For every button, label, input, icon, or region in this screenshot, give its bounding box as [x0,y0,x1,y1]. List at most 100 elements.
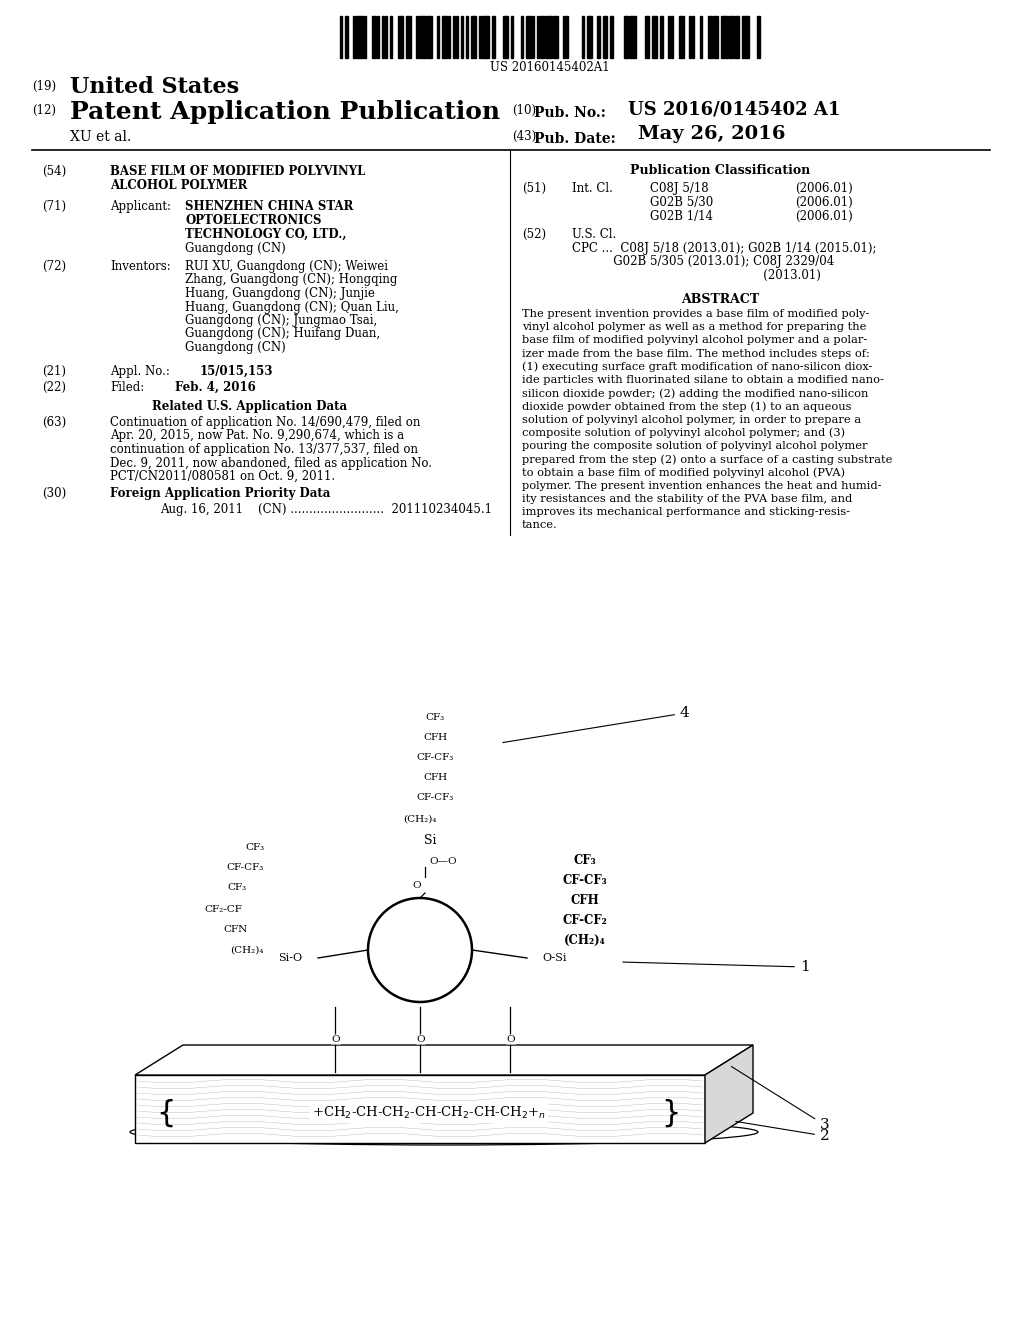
Text: TECHNOLOGY CO, LTD.,: TECHNOLOGY CO, LTD., [185,228,346,242]
Bar [340,16,342,58]
Bar [597,16,600,58]
Bar [416,16,419,58]
Text: OPTOELECTRONICS: OPTOELECTRONICS [185,214,322,227]
Text: (CH₂)₄: (CH₂)₄ [564,933,606,946]
Text: May 26, 2016: May 26, 2016 [638,125,785,143]
Text: CFH: CFH [423,733,447,742]
Text: CF-CF₃: CF-CF₃ [417,792,454,801]
Bar [427,16,429,58]
Text: Dec. 9, 2011, now abandoned, filed as application No.: Dec. 9, 2011, now abandoned, filed as ap… [110,457,432,470]
Text: (2013.01): (2013.01) [572,269,821,282]
Bar [647,16,649,58]
Bar [345,16,347,58]
Bar [453,16,456,58]
Bar [474,16,476,58]
Text: PCT/CN2011/080581 on Oct. 9, 2011.: PCT/CN2011/080581 on Oct. 9, 2011. [110,470,335,483]
Bar [655,16,657,58]
Bar [563,16,565,58]
Text: BASE FILM OF MODIFIED POLYVINYL: BASE FILM OF MODIFIED POLYVINYL [110,165,366,178]
Text: G02B 5/305 (2013.01); C08J 2329/04: G02B 5/305 (2013.01); C08J 2329/04 [572,256,835,268]
Text: (71): (71) [42,201,67,213]
Text: polymer. The present invention enhances the heat and humid-: polymer. The present invention enhances … [522,480,882,491]
Bar [540,16,542,58]
Text: O: O [417,1035,425,1044]
Text: (63): (63) [42,416,67,429]
Bar [629,16,631,58]
Bar [721,16,723,58]
Text: US 2016/0145402 A1: US 2016/0145402 A1 [628,100,841,117]
Bar [731,16,733,58]
Text: (30): (30) [42,487,67,500]
Text: Int. Cl.: Int. Cl. [572,182,613,195]
Bar [461,16,463,58]
Polygon shape [135,1074,705,1143]
Text: $\}$: $\}$ [662,1097,679,1129]
Bar [471,16,473,58]
Bar [437,16,439,58]
Text: Filed:: Filed: [110,381,144,393]
Bar [372,16,374,58]
Text: solution of polyvinyl alcohol polymer, in order to prepare a: solution of polyvinyl alcohol polymer, i… [522,414,861,425]
Text: United States: United States [70,77,240,98]
Text: to obtain a base film of modified polyvinyl alcohol (PVA): to obtain a base film of modified polyvi… [522,467,845,478]
Bar [728,16,731,58]
Bar [397,16,400,58]
Text: CF-CF₂: CF-CF₂ [562,913,607,927]
Text: Guangdong (CN): Guangdong (CN) [185,242,286,255]
Text: (21): (21) [42,366,66,378]
Bar [421,16,424,58]
Text: O: O [413,880,421,890]
Text: Pub. Date:: Pub. Date: [534,132,615,147]
Bar [521,16,523,58]
Bar [634,16,636,58]
Bar [542,16,545,58]
Bar [377,16,379,58]
Bar [442,16,444,58]
Text: (51): (51) [522,182,546,195]
Text: CF₃: CF₃ [227,883,247,891]
Bar [689,16,691,58]
Bar [590,16,592,58]
Bar [746,16,750,58]
Text: O—O: O—O [429,857,457,866]
Bar [758,16,760,58]
Text: izer made from the base film. The method includes steps of:: izer made from the base film. The method… [522,348,869,359]
Text: 3: 3 [731,1067,829,1133]
Text: ity resistances and the stability of the PVA base film, and: ity resistances and the stability of the… [522,494,852,504]
Bar [671,16,673,58]
Bar [726,16,728,58]
Bar [445,16,447,58]
Text: 4: 4 [503,706,690,743]
Text: Foreign Application Priority Data: Foreign Application Priority Data [110,487,331,500]
Text: (54): (54) [42,165,67,178]
Text: prepared from the step (2) onto a surface of a casting substrate: prepared from the step (2) onto a surfac… [522,454,892,465]
Bar [708,16,710,58]
Bar [355,16,358,58]
Bar [550,16,552,58]
Text: RUI XU, Guangdong (CN); Weiwei: RUI XU, Guangdong (CN); Weiwei [185,260,388,273]
Bar [358,16,360,58]
Text: CFN: CFN [223,925,247,935]
Text: CFH: CFH [570,894,599,907]
Text: (43): (43) [512,129,537,143]
Text: composite solution of polyvinyl alcohol polymer; and (3): composite solution of polyvinyl alcohol … [522,428,845,438]
Text: tance.: tance. [522,520,558,531]
Text: $\{$: $\{$ [157,1097,174,1129]
Bar [668,16,671,58]
Text: vinyl alcohol polymer as well as a method for preparing the: vinyl alcohol polymer as well as a metho… [522,322,866,333]
Text: CF-CF₃: CF-CF₃ [562,874,607,887]
Bar [484,16,486,58]
Text: G02B 1/14: G02B 1/14 [650,210,713,223]
Bar [565,16,568,58]
Bar [716,16,718,58]
Bar [723,16,726,58]
Text: Continuation of application No. 14/690,479, filed on: Continuation of application No. 14/690,4… [110,416,421,429]
Text: base film of modified polyvinyl alcohol polymer and a polar-: base film of modified polyvinyl alcohol … [522,335,867,346]
Text: (2006.01): (2006.01) [795,210,853,223]
Bar [385,16,387,58]
Bar [681,16,684,58]
Text: CF₃: CF₃ [246,842,264,851]
Text: CF-CF₃: CF-CF₃ [417,752,454,762]
Bar [429,16,431,58]
Bar [400,16,402,58]
